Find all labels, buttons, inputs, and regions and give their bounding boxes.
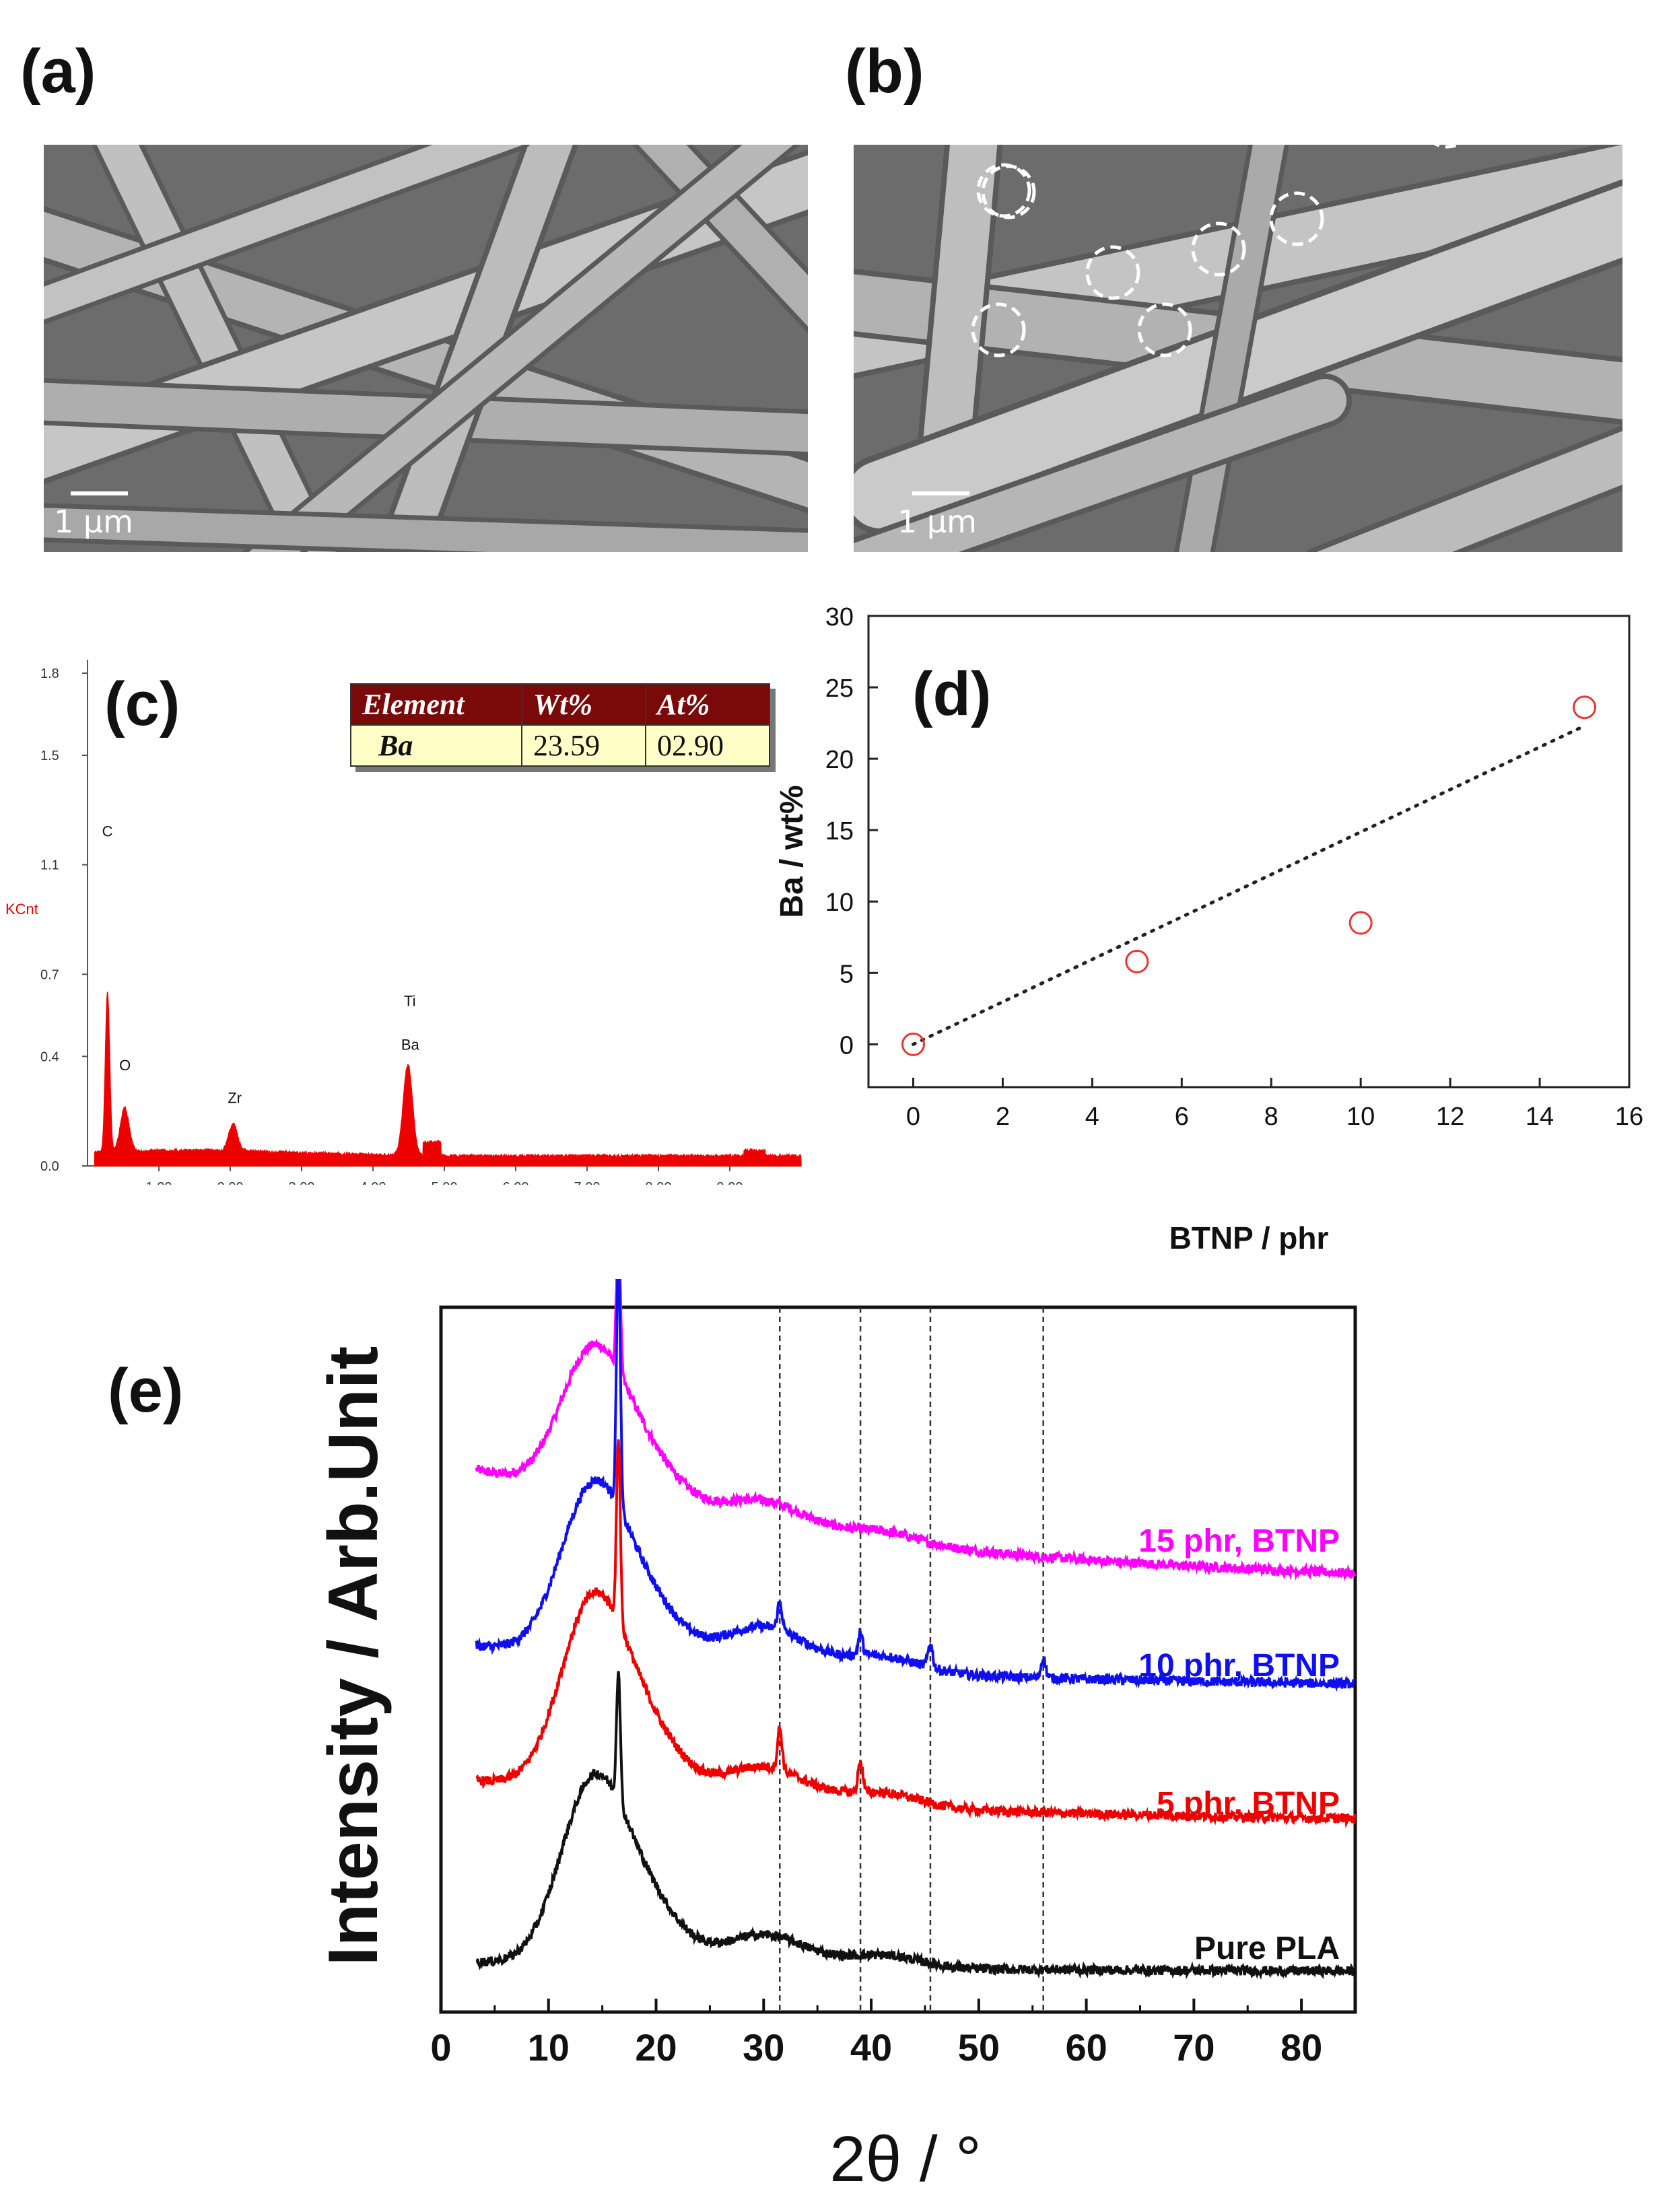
eds-x-tick-label: 4.00 — [360, 1180, 386, 1185]
scatter-y-tick-label: 20 — [825, 746, 854, 774]
xrd-x-tick-label: 80 — [1280, 2026, 1322, 2069]
eds-header-wt: Wt% — [522, 684, 646, 725]
particle-circle-7 — [1407, 88, 1488, 168]
xrd-legend-15-phr-btnp: 15 phr, BTNP — [1138, 1523, 1340, 1559]
xrd-legend-pure-pla: Pure PLA — [1194, 1931, 1340, 1966]
scatter-point-3 — [1574, 697, 1596, 718]
particle-circle-4 — [1139, 304, 1190, 355]
eds-cell-element: Ba — [351, 725, 522, 766]
particle-circle-6 — [1271, 193, 1322, 244]
eds-x-tick-label: 2.00 — [217, 1180, 244, 1185]
eds-header-at: At% — [646, 684, 770, 725]
eds-peak-label-c: C — [102, 823, 113, 839]
eds-spectrum-trace — [95, 992, 801, 1167]
scatter-y-tick-label: 10 — [825, 889, 854, 917]
eds-table: Element Wt% At% Ba 23.59 02.90 — [350, 683, 770, 767]
scatter-x-tick-label: 10 — [1346, 1103, 1375, 1131]
particle-circle-5 — [1193, 223, 1244, 275]
xrd-pattern-chart: 15 phr, BTNP 10 phr, BTNP 5 phr, BTNP Pure … — [0, 1279, 1675, 2212]
eds-x-tick-label: 7.00 — [574, 1180, 601, 1185]
eds-y-tick-label: 1.8 — [40, 666, 59, 681]
scale-bar-a — [71, 491, 128, 495]
linear-fit-line — [913, 726, 1584, 1044]
ba-content-scatter-chart: 0 5 10 15 20 25 30 0 2 4 6 8 10 12 14 16 BTNP / phr Ba… — [761, 592, 1675, 1266]
xrd-x-tick-label: 40 — [850, 2026, 892, 2069]
scatter-x-tick-label: 6 — [1175, 1103, 1189, 1131]
eds-y-tick-label: 0.4 — [40, 1049, 59, 1064]
scatter-y-tick-label: 30 — [825, 603, 854, 631]
panel-label-d: (d) — [912, 663, 991, 725]
panel-label-c: (c) — [104, 673, 180, 735]
eds-cell-wt: 23.59 — [522, 725, 646, 766]
scatter-x-tick-label: 8 — [1264, 1103, 1278, 1131]
eds-y-label: KCnt — [5, 901, 38, 918]
xrd-x-tick-label: 20 — [635, 2026, 677, 2069]
eds-y-tick-label: 0.0 — [40, 1159, 59, 1174]
xrd-x-tick-label: 0 — [430, 2026, 451, 2069]
xrd-x-tick-label: 50 — [958, 2026, 1000, 2069]
eds-header-element: Element — [351, 684, 522, 725]
xrd-legend-10-phr-btnp: 10 phr, BTNP — [1138, 1648, 1340, 1684]
eds-y-tick-label: 0.7 — [40, 967, 59, 982]
scatter-y-tick-label: 5 — [840, 960, 854, 988]
xrd-x-tick-label: 30 — [743, 2026, 784, 2069]
xrd-x-tick-label: 70 — [1173, 2026, 1215, 2069]
eds-cell-at: 02.90 — [646, 725, 770, 766]
eds-peak-label-ti: Ti — [404, 993, 416, 1010]
eds-x-tick-label: 6.00 — [503, 1180, 529, 1185]
sem-image-a — [44, 145, 808, 552]
eds-peak-label-ba: Ba — [401, 1037, 420, 1053]
scatter-x-tick-label: 12 — [1436, 1103, 1464, 1131]
scatter-y-label: Ba / wt% — [774, 785, 810, 918]
scale-bar-b — [912, 491, 969, 495]
eds-x-tick-label: 9.00 — [717, 1180, 743, 1185]
scatter-x-label: BTNP / phr — [1169, 1220, 1329, 1255]
eds-peak-label-o: O — [119, 1057, 131, 1074]
scatter-y-tick-label: 15 — [825, 817, 854, 845]
xrd-x-tick-label: 60 — [1065, 2026, 1107, 2069]
fiber-network-a — [44, 145, 808, 552]
scatter-x-tick-label: 2 — [996, 1103, 1010, 1131]
scatter-x-tick-label: 4 — [1085, 1103, 1099, 1131]
xrd-y-label: Intensity / Arb.Unit — [314, 1346, 392, 1966]
scatter-x-tick-label: 14 — [1526, 1103, 1554, 1131]
xrd-x-label: 2θ / ° — [829, 2123, 981, 2195]
particle-circle-3 — [1087, 247, 1138, 298]
eds-y-tick-label: 1.1 — [40, 858, 59, 873]
eds-x-tick-label: 1.00 — [146, 1180, 172, 1185]
particle-circle-2 — [973, 304, 1024, 355]
particle-circle-1 — [978, 165, 1029, 216]
scatter-y-tick-label: 25 — [825, 675, 854, 703]
scatter-y-tick-label: 0 — [840, 1031, 854, 1060]
panel-label-e: (e) — [108, 1360, 183, 1422]
xrd-x-tick-label: 10 — [528, 2026, 570, 2069]
eds-x-tick-label: 3.00 — [289, 1180, 315, 1185]
panel-label-a: (a) — [0, 27, 175, 145]
xrd-legend-5-phr-btnp: 5 phr, BTNP — [1157, 1786, 1340, 1822]
panel-label-b: (b) — [825, 27, 1000, 145]
scatter-point-1 — [1126, 951, 1148, 972]
scale-label-b: 1 µm — [897, 504, 977, 540]
eds-y-tick-label: 1.5 — [40, 749, 59, 763]
scatter-x-tick-label: 16 — [1615, 1103, 1643, 1131]
scale-label-a: 1 µm — [54, 504, 133, 540]
eds-x-tick-label: 8.00 — [646, 1180, 672, 1185]
eds-peak-label-zr: Zr — [228, 1090, 242, 1107]
scatter-point-2 — [1350, 912, 1371, 934]
xrd-series-5-phr-btnp — [477, 1439, 1355, 1823]
xrd-series-10-phr-btnp — [477, 1279, 1355, 1688]
scatter-x-tick-label: 0 — [906, 1103, 920, 1131]
eds-x-tick-label: 5.00 — [432, 1180, 458, 1185]
